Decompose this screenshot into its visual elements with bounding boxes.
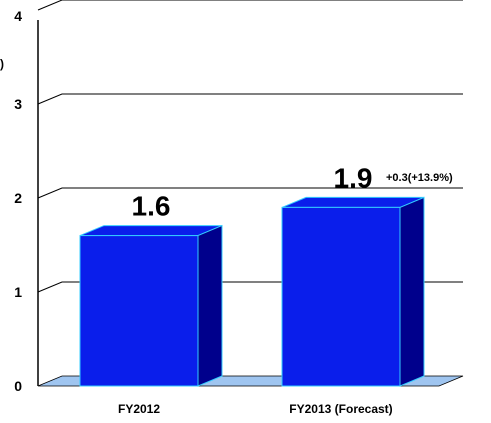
category-labels: FY2012 FY2013 (Forecast) <box>118 402 393 416</box>
gridline-4 <box>37 0 463 11</box>
bar-side-1 <box>399 196 425 387</box>
data-labels: 1.6 1.9 <box>132 162 373 221</box>
bar-1 <box>281 206 401 387</box>
gridline-3 <box>37 93 463 105</box>
y-tick-3: 3 <box>14 96 22 112</box>
gridline-2 <box>37 187 463 199</box>
y-tick-2: 2 <box>14 190 22 206</box>
partial-axis-label: ) <box>0 57 4 71</box>
bars <box>79 196 425 387</box>
data-label-1: 1.9 <box>334 162 373 193</box>
bar-side-0 <box>197 224 223 387</box>
y-tick-labels: 0 1 2 3 4 <box>14 8 22 394</box>
bar-0 <box>79 235 199 387</box>
y-tick-4: 4 <box>14 8 22 24</box>
change-annotation: +0.3(+13.9%) <box>386 172 453 184</box>
data-label-0: 1.6 <box>132 191 171 222</box>
category-label-1: FY2013 (Forecast) <box>289 402 392 416</box>
y-tick-0: 0 <box>14 378 22 394</box>
y-tick-1: 1 <box>14 284 22 300</box>
category-label-0: FY2012 <box>118 402 160 416</box>
